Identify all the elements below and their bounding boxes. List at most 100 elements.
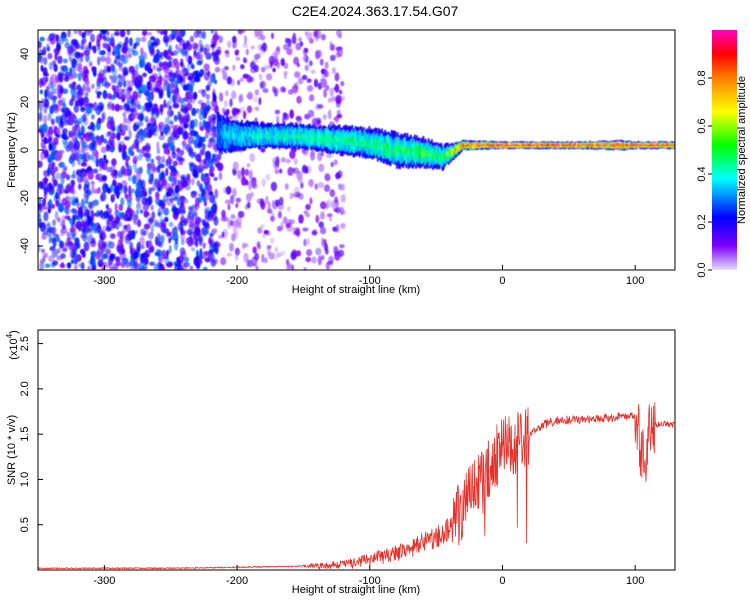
- noise-speckle: [128, 53, 132, 59]
- colorbar-gradient: [712, 30, 737, 270]
- noise-speckle: [38, 222, 44, 228]
- ridge-cell: [217, 123, 220, 139]
- noise-speckle: [193, 43, 199, 48]
- ridge-cell: [303, 134, 306, 140]
- noise-speckle: [170, 51, 175, 56]
- noise-speckle: [227, 115, 233, 120]
- noise-speckle: [287, 262, 292, 270]
- noise-speckle: [39, 36, 45, 42]
- noise-speckle: [60, 65, 64, 71]
- ridge-cell: [450, 151, 452, 155]
- noise-speckle: [141, 245, 145, 250]
- noise-speckle: [114, 103, 121, 112]
- noise-speckle: [294, 71, 301, 78]
- noise-speckle: [334, 83, 340, 93]
- noise-speckle: [168, 237, 172, 244]
- noise-speckle: [82, 176, 89, 183]
- noise-speckle: [215, 53, 219, 62]
- noise-speckle: [121, 165, 126, 175]
- ridge-cell: [284, 132, 287, 142]
- noise-speckle: [306, 78, 312, 83]
- noise-speckle: [40, 185, 45, 190]
- ridge-cell: [224, 128, 226, 135]
- ridge-cell: [581, 144, 584, 146]
- ridge-cell: [236, 134, 239, 140]
- noise-speckle: [329, 54, 336, 62]
- noise-speckle: [237, 210, 245, 218]
- noise-speckle: [196, 261, 200, 269]
- ridge-cell: [632, 144, 635, 147]
- ridge-cell: [475, 144, 478, 146]
- ridge-cell: [342, 139, 345, 145]
- ridge-cell: [391, 148, 394, 155]
- noise-speckle: [45, 85, 50, 93]
- ridge-cell: [254, 134, 257, 139]
- ridge-cell: [391, 141, 394, 155]
- ridge-cell: [415, 150, 417, 156]
- noise-speckle: [38, 53, 42, 63]
- noise-speckle: [201, 30, 207, 40]
- ridge-cell: [441, 155, 444, 161]
- noise-speckle: [323, 69, 329, 78]
- noise-speckle: [190, 178, 195, 186]
- ridge-cell: [270, 133, 273, 138]
- noise-speckle: [131, 229, 136, 240]
- ridge-cell: [586, 145, 588, 147]
- noise-speckle: [340, 222, 346, 229]
- noise-speckle: [330, 161, 334, 168]
- noise-speckle: [198, 57, 204, 66]
- ridge-cell: [445, 152, 448, 161]
- ridge-cell: [557, 144, 560, 146]
- ridge-cell: [335, 138, 338, 144]
- noise-speckle: [229, 220, 235, 227]
- ridge-cell: [222, 129, 225, 136]
- noise-speckle: [244, 168, 249, 176]
- noise-speckle: [123, 116, 127, 124]
- ridge-cell: [614, 144, 617, 146]
- noise-speckle: [229, 98, 233, 107]
- ridge-cell: [629, 144, 632, 146]
- noise-speckle: [207, 70, 211, 77]
- noise-speckle: [229, 195, 235, 205]
- ridge-cell: [404, 149, 407, 155]
- ridge-cell: [511, 144, 514, 146]
- noise-speckle: [85, 106, 93, 115]
- noise-speckle: [50, 150, 57, 161]
- ridge-cell: [307, 136, 310, 141]
- ridge-cell: [315, 134, 318, 139]
- noise-speckle: [69, 99, 74, 107]
- noise-speckle: [67, 240, 73, 246]
- noise-speckle: [71, 208, 77, 214]
- noise-speckle: [63, 141, 69, 149]
- noise-speckle: [274, 158, 280, 168]
- noise-speckle: [137, 90, 142, 99]
- noise-speckle: [306, 249, 313, 257]
- ridge-cell: [370, 142, 373, 148]
- noise-speckle: [142, 231, 146, 236]
- ridge-cell: [273, 130, 276, 140]
- noise-speckle: [239, 77, 244, 82]
- noise-speckle: [66, 262, 72, 269]
- noise-speckle: [172, 176, 178, 186]
- noise-speckle: [254, 252, 259, 261]
- noise-speckle: [103, 232, 106, 240]
- spectrogram-x-label: Height of straight line (km): [292, 284, 420, 296]
- noise-speckle: [45, 43, 50, 52]
- noise-speckle: [48, 227, 55, 234]
- noise-speckle: [242, 43, 248, 48]
- ridge-cell: [633, 144, 636, 146]
- noise-speckle: [279, 168, 283, 174]
- noise-speckle: [179, 175, 186, 180]
- ridge-cell: [290, 135, 293, 140]
- noise-speckle: [149, 187, 153, 193]
- noise-speckle: [247, 91, 253, 101]
- ridge-cell: [557, 144, 560, 147]
- colorbar-ticks: 0.0 0.2 0.4 0.6 0.8: [696, 70, 712, 278]
- ridge-cell: [286, 132, 289, 137]
- ridge-cell: [594, 144, 597, 147]
- noise-speckle: [254, 106, 260, 112]
- noise-speckle: [117, 74, 122, 79]
- ridge-cell: [454, 148, 457, 152]
- y-tick-label: 0: [19, 147, 31, 153]
- ridge-cell: [242, 133, 244, 139]
